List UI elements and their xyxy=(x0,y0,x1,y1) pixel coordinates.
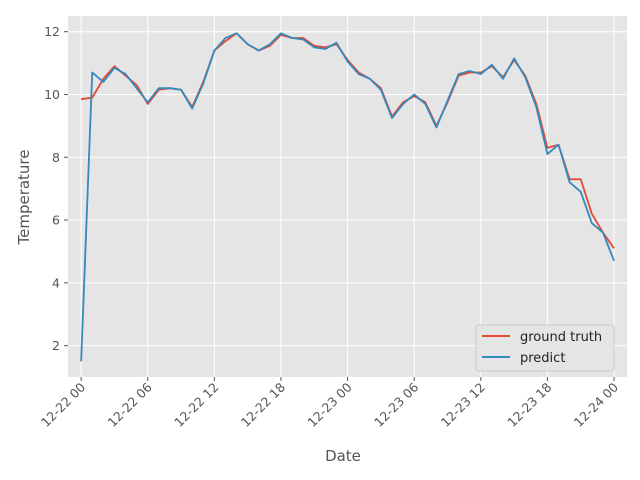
x-tick-label: 12-22 18 xyxy=(238,379,288,429)
legend-label-ground-truth: ground truth xyxy=(520,330,602,345)
predict-line xyxy=(80,32,615,362)
y-tick-label: 6 xyxy=(52,213,60,228)
x-axis-title: Date xyxy=(325,447,361,465)
y-tick-label: 10 xyxy=(44,87,60,102)
y-axis-title: Temperature xyxy=(15,149,33,245)
y-tick-label: 2 xyxy=(52,338,60,353)
x-tick-label: 12-22 12 xyxy=(171,380,221,430)
x-tick-label: 12-23 00 xyxy=(304,379,354,429)
series-layer xyxy=(80,32,615,362)
x-tick-label: 12-23 18 xyxy=(504,379,554,429)
legend: ground truth predict xyxy=(475,324,615,372)
x-tick-label: 12-23 12 xyxy=(438,380,488,430)
x-tick-label: 12-23 06 xyxy=(371,379,421,429)
y-ticks: 2 4 6 8 10 12 xyxy=(44,24,68,353)
x-ticks: 12-22 00 12-22 06 12-22 12 12-22 18 12-23 00… xyxy=(38,377,621,430)
x-tick-label: 12-22 00 xyxy=(38,379,88,429)
y-tick-label: 12 xyxy=(44,24,60,39)
x-tick-label: 12-22 06 xyxy=(105,379,155,429)
y-tick-label: 4 xyxy=(52,275,60,290)
y-tick-label: 8 xyxy=(52,150,60,165)
legend-box xyxy=(475,324,615,372)
legend-label-predict: predict xyxy=(520,351,565,366)
x-tick-label: 12-24 00 xyxy=(571,379,621,429)
